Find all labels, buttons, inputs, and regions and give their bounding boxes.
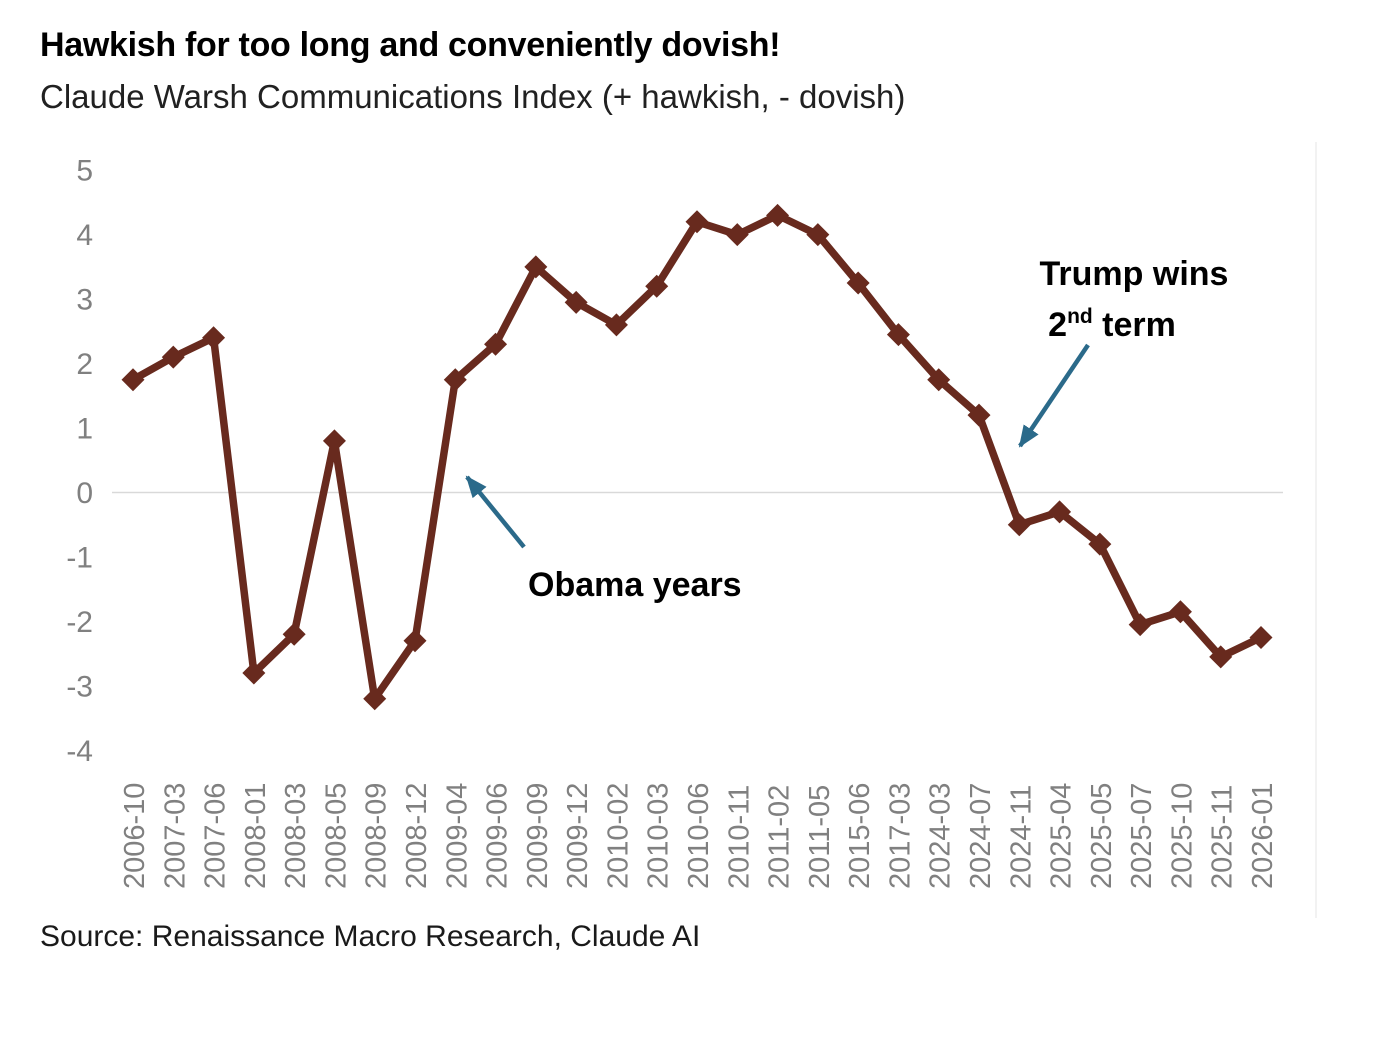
x-axis-tick-label: 2006-10 (119, 783, 151, 889)
x-axis-tick-label: 2008-05 (320, 783, 352, 889)
y-axis-tick-label: 1 (76, 413, 93, 446)
x-axis-tick-label: 2024-07 (965, 783, 997, 889)
x-axis-tick-label: 2024-11 (1005, 785, 1037, 889)
data-point-marker (604, 313, 628, 337)
x-axis-tick-label: 2009-06 (482, 783, 514, 889)
x-axis-tick-label: 2009-09 (522, 783, 554, 889)
data-point-marker (806, 223, 830, 247)
y-axis-tick-label: -4 (66, 735, 93, 768)
x-axis-labels: 2006-10 2007-03 2007-06 2008-01 2008-03 2008-… (119, 783, 1279, 889)
x-axis-tick-label: 2007-06 (200, 783, 232, 889)
x-axis-tick-label: 2015-06 (844, 783, 876, 889)
data-point-marker (202, 326, 226, 350)
chart-title: Hawkish for too long and conveniently do… (40, 26, 781, 64)
obama-years-arrow (465, 475, 526, 549)
data-point-marker (161, 345, 185, 369)
y-axis-tick-label: -1 (66, 541, 93, 574)
y-axis-tick-label: 2 (76, 348, 93, 381)
x-axis-tick-label: 2025-04 (1046, 783, 1078, 889)
data-point-marker (1088, 532, 1112, 556)
x-axis-tick-label: 2017-03 (884, 783, 916, 889)
data-point-marker (685, 210, 709, 234)
data-point-marker (645, 274, 669, 298)
x-axis-tick-label: 2010-11 (723, 785, 755, 889)
data-point-marker (1249, 626, 1273, 650)
x-axis-tick-label: 2025-11 (1207, 785, 1239, 889)
data-point-marker (725, 223, 749, 247)
communications-index-series (121, 203, 1273, 711)
y-axis-tick-label: -2 (66, 606, 93, 639)
x-axis-tick-label: 2025-05 (1086, 783, 1118, 889)
x-axis-tick-label: 2008-09 (361, 783, 393, 889)
x-axis-tick-label: 2011-05 (804, 785, 836, 889)
chart-subtitle: Claude Warsh Communications Index (+ haw… (40, 78, 906, 115)
x-axis-tick-label: 2024-03 (925, 783, 957, 889)
y-axis-labels: 5 4 3 2 1 0 -1 -2 -3 -4 (66, 155, 93, 768)
x-axis-tick-label: 2010-06 (683, 783, 715, 889)
data-point-marker (927, 368, 951, 392)
data-point-marker (282, 622, 306, 646)
source-note: Source: Renaissance Macro Research, Clau… (40, 920, 701, 953)
x-axis-tick-label: 2008-03 (280, 783, 312, 889)
data-point-marker (363, 687, 387, 711)
x-axis-tick-label: 2007-03 (159, 783, 191, 889)
x-axis-tick-label: 2026-01 (1247, 783, 1279, 889)
data-point-marker (322, 429, 346, 453)
data-point-marker (403, 629, 427, 653)
data-point-marker (846, 271, 870, 295)
data-point-marker (1209, 645, 1233, 669)
trump-2nd-term-label: Trump wins (1040, 255, 1229, 293)
x-axis-tick-label: 2008-01 (240, 783, 272, 889)
y-axis-tick-label: 0 (76, 477, 93, 510)
y-axis-tick-label: 4 (76, 219, 93, 252)
x-axis-tick-label: 2010-03 (643, 783, 675, 889)
data-point-marker (1007, 513, 1031, 537)
data-point-marker (766, 203, 790, 227)
data-point-marker (524, 255, 548, 279)
trump-2nd-term-arrow (1018, 343, 1090, 448)
data-point-marker (1048, 500, 1072, 524)
x-axis-tick-label: 2009-04 (441, 783, 473, 889)
x-axis-tick-label: 2025-07 (1126, 783, 1158, 889)
data-point-marker (443, 368, 467, 392)
data-point-marker (1168, 600, 1192, 624)
x-axis-tick-label: 2011-02 (764, 785, 796, 889)
x-axis-tick-label: 2010-02 (602, 783, 634, 889)
annotations: Obama years Trump wins 2nd term (465, 255, 1229, 604)
obama-years-label: Obama years (528, 566, 742, 604)
x-axis-tick-label: 2009-12 (562, 783, 594, 889)
data-point-marker (564, 290, 588, 314)
y-axis-tick-label: -3 (66, 670, 93, 703)
x-axis-tick-label: 2025-10 (1166, 783, 1198, 889)
data-point-marker (967, 403, 991, 427)
data-point-marker (1128, 613, 1152, 637)
data-point-marker (484, 332, 508, 356)
y-axis-tick-label: 5 (76, 155, 93, 188)
data-point-marker (121, 368, 145, 392)
data-point-marker (242, 661, 266, 685)
data-point-marker (886, 323, 910, 347)
y-axis-tick-label: 3 (76, 284, 93, 317)
x-axis-tick-label: 2008-12 (401, 783, 433, 889)
trump-2nd-term-label: 2nd term (1048, 305, 1176, 344)
